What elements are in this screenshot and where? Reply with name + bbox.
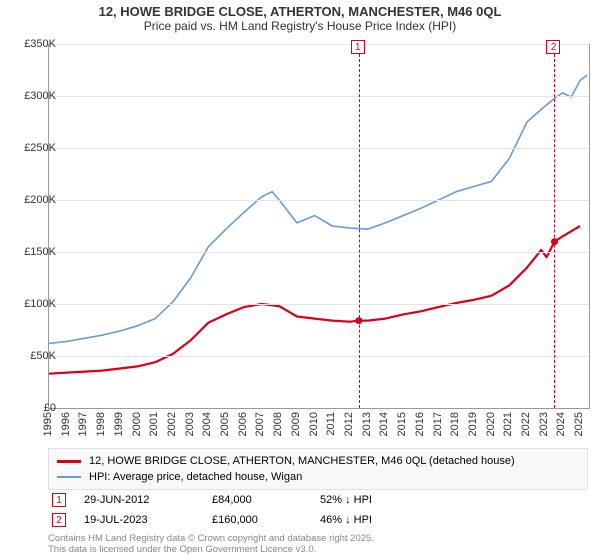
x-tick-label: 1995 [42, 412, 54, 436]
legend-row: HPI: Average price, detached house, Wiga… [57, 469, 579, 485]
title-address: 12, HOWE BRIDGE CLOSE, ATHERTON, MANCHES… [0, 4, 600, 19]
event-table: 1 29-JUN-2012 £84,000 52% ↓ HPI 2 19-JUL-2023… [48, 490, 588, 530]
event-marker-1: 1 [351, 40, 365, 54]
x-tick-label: 2022 [520, 412, 532, 436]
gridline [49, 304, 589, 305]
x-tick-label: 1998 [95, 412, 107, 436]
y-tick-label: £300K [10, 90, 56, 102]
x-tick-label: 2011 [325, 412, 337, 436]
chart-container: 12, HOWE BRIDGE CLOSE, ATHERTON, MANCHES… [0, 0, 600, 560]
y-tick-label: £250K [10, 142, 56, 154]
y-tick-label: £350K [10, 38, 56, 50]
x-tick-label: 1996 [60, 412, 72, 436]
title-subtitle: Price paid vs. HM Land Registry's House … [0, 19, 600, 33]
x-tick-label: 2001 [148, 412, 160, 436]
footer-line2: This data is licensed under the Open Gov… [48, 545, 374, 556]
x-tick-label: 2005 [219, 412, 231, 436]
x-tick-label: 2018 [449, 412, 461, 436]
chart-svg [49, 44, 589, 408]
series-price_paid [49, 226, 580, 374]
x-tick-label: 2010 [308, 412, 320, 436]
gridline [49, 148, 589, 149]
footer-attribution: Contains HM Land Registry data © Crown c… [48, 534, 374, 556]
event-num-box: 2 [52, 513, 66, 527]
x-tick-label: 2019 [467, 412, 479, 436]
title-block: 12, HOWE BRIDGE CLOSE, ATHERTON, MANCHES… [0, 0, 600, 33]
x-tick-label: 2024 [555, 412, 567, 436]
legend-swatch [57, 460, 81, 463]
legend-box: 12, HOWE BRIDGE CLOSE, ATHERTON, MANCHES… [48, 448, 588, 490]
legend-swatch [57, 476, 81, 478]
gridline [49, 252, 589, 253]
x-tick-label: 2009 [290, 412, 302, 436]
x-tick-label: 1999 [113, 412, 125, 436]
event-date: 19-JUL-2023 [84, 514, 194, 526]
x-tick-label: 2021 [502, 412, 514, 436]
event-price: £84,000 [212, 494, 302, 506]
x-tick-label: 2014 [378, 412, 390, 436]
event-row: 2 19-JUL-2023 £160,000 46% ↓ HPI [48, 510, 588, 530]
event-marker-2: 2 [546, 40, 560, 54]
event-row: 1 29-JUN-2012 £84,000 52% ↓ HPI [48, 490, 588, 510]
event-pct: 52% ↓ HPI [320, 494, 440, 506]
y-tick-label: £100K [10, 298, 56, 310]
event-vline [554, 44, 555, 408]
legend-label: HPI: Average price, detached house, Wiga… [89, 471, 302, 483]
x-tick-label: 2008 [272, 412, 284, 436]
y-tick-label: £50K [10, 350, 56, 362]
gridline [49, 44, 589, 45]
y-tick-label: £200K [10, 194, 56, 206]
x-tick-label: 1997 [77, 412, 89, 436]
chart-plot-area [48, 44, 590, 409]
x-tick-label: 2007 [254, 412, 266, 436]
x-tick-label: 2020 [485, 412, 497, 436]
x-tick-label: 2013 [361, 412, 373, 436]
x-tick-label: 2004 [201, 412, 213, 436]
x-tick-label: 2000 [131, 412, 143, 436]
x-tick-label: 2025 [573, 412, 585, 436]
x-tick-label: 2003 [184, 412, 196, 436]
event-pct: 46% ↓ HPI [320, 514, 440, 526]
x-tick-label: 2006 [237, 412, 249, 436]
y-tick-label: £150K [10, 246, 56, 258]
x-tick-label: 2015 [396, 412, 408, 436]
x-tick-label: 2023 [538, 412, 550, 436]
x-tick-label: 2002 [166, 412, 178, 436]
event-date: 29-JUN-2012 [84, 494, 194, 506]
gridline [49, 96, 589, 97]
event-price: £160,000 [212, 514, 302, 526]
legend-label: 12, HOWE BRIDGE CLOSE, ATHERTON, MANCHES… [89, 455, 515, 467]
x-tick-label: 2012 [343, 412, 355, 436]
event-vline [359, 44, 360, 408]
event-num-box: 1 [52, 493, 66, 507]
x-tick-label: 2016 [414, 412, 426, 436]
gridline [49, 200, 589, 201]
gridline [49, 356, 589, 357]
legend-row: 12, HOWE BRIDGE CLOSE, ATHERTON, MANCHES… [57, 453, 579, 469]
x-tick-label: 2017 [432, 412, 444, 436]
